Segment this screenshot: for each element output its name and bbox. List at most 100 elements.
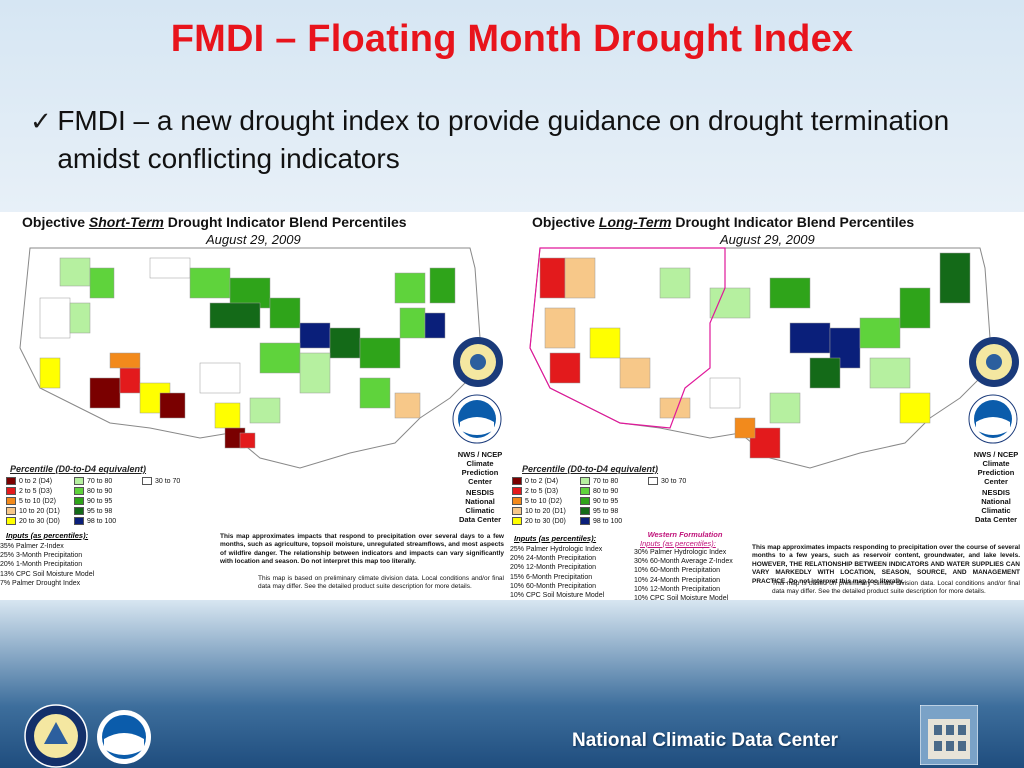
input-item: 20% 24-Month Precipitation	[510, 555, 596, 563]
legend-swatch	[74, 477, 84, 485]
legend-item: 2 to 5 (D3)	[6, 487, 76, 495]
legend-swatch	[142, 477, 152, 485]
input-item: 20% 12-Month Precipitation	[510, 564, 596, 572]
footer-organization-name: National Climatic Data Center	[572, 730, 839, 751]
long-legend: 0 to 2 (D4) 2 to 5 (D3) 5 to 10 (D2) 10 to …	[512, 477, 722, 529]
legend-label: 5 to 10 (D2)	[525, 497, 562, 505]
legend-item: 20 to 30 (D0)	[6, 517, 76, 525]
legend-label: 10 to 20 (D1)	[525, 507, 566, 515]
input-item: 15% 6-Month Precipitation	[510, 573, 593, 581]
long-term-drought-map	[529, 247, 991, 469]
long-map-title-term: Long-Term	[598, 214, 672, 230]
legend-item: 2 to 5 (D3)	[512, 487, 582, 495]
long-inputs-list: 25% Palmer Hydrologic Index 20% 24-Month …	[510, 545, 604, 600]
legend-item: 95 to 98	[580, 507, 650, 515]
legend-label: 70 to 80	[593, 477, 619, 485]
long-map-date: August 29, 2009	[720, 232, 815, 247]
short-map-agency-cpc: NWS / NCEP Climate Prediction Center	[457, 450, 503, 486]
short-legend: 0 to 2 (D4) 2 to 5 (D3) 5 to 10 (D2) 10 to …	[6, 477, 216, 529]
legend-item: 80 to 90	[74, 487, 144, 495]
noaa-logo-icon	[452, 394, 502, 444]
noaa-logo-icon	[968, 394, 1018, 444]
input-item: 10% 60-Month Precipitation	[510, 582, 596, 590]
bullet-text: FMDI – a new drought index to provide gu…	[57, 105, 950, 174]
ncdc-building-icon	[920, 705, 978, 765]
input-item: 10% 24-Month Precipitation	[634, 576, 720, 584]
short-map-title-term: Short-Term	[88, 214, 164, 230]
legend-swatch	[580, 477, 590, 485]
short-inputs-title: Inputs (as percentiles):	[6, 531, 89, 540]
input-item: 30% Palmer Hydrologic Index	[634, 549, 727, 556]
input-item: 7% Palmer Drought Index	[0, 579, 81, 587]
legend-item: 10 to 20 (D1)	[512, 507, 582, 515]
legend-label: 5 to 10 (D2)	[19, 497, 56, 505]
short-map-title-suffix: Drought Indicator Blend Percentiles	[167, 214, 407, 230]
legend-label: 10 to 20 (D1)	[19, 507, 60, 515]
legend-swatch	[512, 517, 522, 525]
long-map-title-prefix: Objective	[532, 214, 596, 230]
short-term-map-panel: Objective Short-Term Drought Indicator B…	[0, 212, 510, 600]
legend-item: 80 to 90	[580, 487, 650, 495]
legend-swatch	[74, 517, 84, 525]
legend-item: 20 to 30 (D0)	[512, 517, 582, 525]
input-item: 13% CPC Soil Moisture Model	[0, 570, 95, 578]
legend-label: 80 to 90	[87, 487, 113, 495]
input-item: 20% 1-Month Precipitation	[0, 561, 83, 569]
legend-label: 90 to 95	[87, 497, 113, 505]
western-formulation-subtitle: Inputs (as percentiles):	[640, 539, 716, 548]
input-item: 10% 12-Month Precipitation	[634, 585, 720, 593]
climate-divisions	[539, 252, 971, 459]
legend-label: 98 to 100	[87, 517, 117, 525]
legend-label: 30 to 70	[155, 477, 181, 485]
western-inputs-list: 30% Palmer Hydrologic Index 30% 60-Month …	[634, 548, 733, 600]
western-region-boundary	[529, 247, 726, 429]
short-map-title: Objective Short-Term Drought Indicator B…	[22, 214, 407, 230]
legend-swatch	[648, 477, 658, 485]
legend-swatch	[74, 497, 84, 505]
legend-swatch	[6, 517, 16, 525]
long-legend-title: Percentile (D0-to-D4 equivalent)	[522, 464, 659, 474]
climate-divisions	[39, 257, 456, 449]
short-map-agency-ncdc: NESDIS National Climatic Data Center	[458, 488, 502, 524]
checkmark-icon: ✓	[30, 106, 52, 136]
input-item: 10% CPC Soil Moisture Model	[510, 592, 605, 600]
legend-swatch	[580, 487, 590, 495]
legend-item: 90 to 95	[580, 497, 650, 505]
footer-bar	[0, 700, 1024, 768]
legend-swatch	[580, 497, 590, 505]
legend-swatch	[6, 507, 16, 515]
legend-swatch	[512, 497, 522, 505]
short-map-title-prefix: Objective	[22, 214, 86, 230]
department-of-commerce-seal-icon	[24, 704, 88, 768]
input-item: 25% 3-Month Precipitation	[0, 552, 83, 560]
legend-item: 0 to 2 (D4)	[6, 477, 76, 485]
input-item: 10% CPC Soil Moisture Model	[634, 595, 729, 600]
short-legend-title: Percentile (D0-to-D4 equivalent)	[10, 464, 147, 474]
input-item: 30% 60-Month Average Z-Index	[634, 558, 733, 566]
short-term-drought-map	[19, 247, 481, 469]
legend-item: 5 to 10 (D2)	[6, 497, 76, 505]
legend-item: 70 to 80	[74, 477, 144, 485]
short-map-date: August 29, 2009	[206, 232, 301, 247]
noaa-footer-logo-icon	[97, 710, 151, 764]
input-item: 10% 60-Month Precipitation	[634, 567, 720, 575]
bullet-item: ✓ FMDI – a new drought index to provide …	[30, 102, 1000, 178]
short-map-note: This map approximates impacts that respo…	[220, 533, 504, 566]
slide-title: FMDI – Floating Month Drought Index	[170, 18, 854, 60]
long-map-agency-ncdc: NESDIS National Climatic Data Center	[974, 488, 1018, 524]
legend-label: 2 to 5 (D3)	[525, 487, 559, 495]
legend-label: 0 to 2 (D4)	[525, 477, 559, 485]
legend-label: 95 to 98	[87, 507, 113, 515]
legend-item: 90 to 95	[74, 497, 144, 505]
legend-swatch	[580, 507, 590, 515]
legend-item: 70 to 80	[580, 477, 650, 485]
input-item: 35% Palmer Z-Index	[0, 543, 64, 550]
legend-item: 30 to 70	[142, 477, 212, 485]
short-inputs-list: 35% Palmer Z-Index 25% 3-Month Precipitat…	[0, 542, 94, 588]
legend-label: 30 to 70	[661, 477, 687, 485]
western-formulation-title: Western Formulation	[647, 530, 723, 539]
legend-item: 95 to 98	[74, 507, 144, 515]
legend-item: 30 to 70	[648, 477, 718, 485]
legend-swatch	[512, 477, 522, 485]
legend-swatch	[6, 497, 16, 505]
